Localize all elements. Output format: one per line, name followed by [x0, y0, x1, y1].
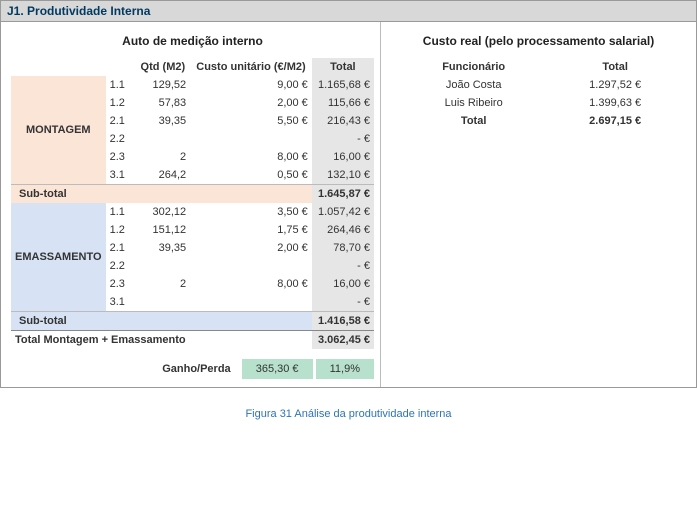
gain-loss-pct: 11,9%: [316, 359, 374, 379]
category-emassamento: EMASSAMENTO: [11, 203, 106, 312]
employee-table: Funcionário Total João Costa 1.297,52 € …: [397, 58, 680, 130]
section-title: J1. Produtividade Interna: [0, 0, 697, 22]
right-panel: Custo real (pelo processamento salarial)…: [381, 22, 696, 387]
measurement-table: Qtd (M2) Custo unitário (€/M2) Total MON…: [11, 58, 374, 349]
gain-loss-label: Ganho/Perda: [162, 363, 230, 375]
employee-row: João Costa 1.297,52 €: [397, 76, 680, 94]
subtotal-row-emassamento: Sub-total 1.416,58 €: [11, 312, 374, 331]
col-qty: Qtd (M2): [136, 58, 191, 76]
employee-row: Luis Ribeiro 1.399,63 €: [397, 94, 680, 112]
left-heading: Auto de medição interno: [11, 34, 374, 48]
gain-loss-value: 365,30 €: [242, 359, 313, 379]
content-wrapper: Auto de medição interno Qtd (M2) Custo u…: [0, 22, 697, 388]
table-row: EMASSAMENTO 1.1 302,12 3,50 € 1.057,42 €: [11, 203, 374, 221]
emp-col-total: Total: [550, 58, 680, 76]
gain-loss-row: Ganho/Perda 365,30 € 11,9%: [11, 359, 374, 379]
figure-caption: Figura 31 Análise da produtividade inter…: [0, 408, 697, 420]
grand-total-row: Total Montagem + Emassamento 3.062,45 €: [11, 331, 374, 350]
employee-total-row: Total 2.697,15 €: [397, 112, 680, 130]
col-unit: Custo unitário (€/M2): [190, 58, 312, 76]
table-row: MONTAGEM 1.1 129,52 9,00 € 1.165,68 €: [11, 76, 374, 94]
emp-col-name: Funcionário: [397, 58, 550, 76]
category-montagem: MONTAGEM: [11, 76, 106, 185]
left-panel: Auto de medição interno Qtd (M2) Custo u…: [1, 22, 381, 387]
subtotal-row-montagem: Sub-total 1.645,87 €: [11, 185, 374, 204]
right-heading: Custo real (pelo processamento salarial): [397, 34, 680, 48]
col-total: Total: [312, 58, 374, 76]
